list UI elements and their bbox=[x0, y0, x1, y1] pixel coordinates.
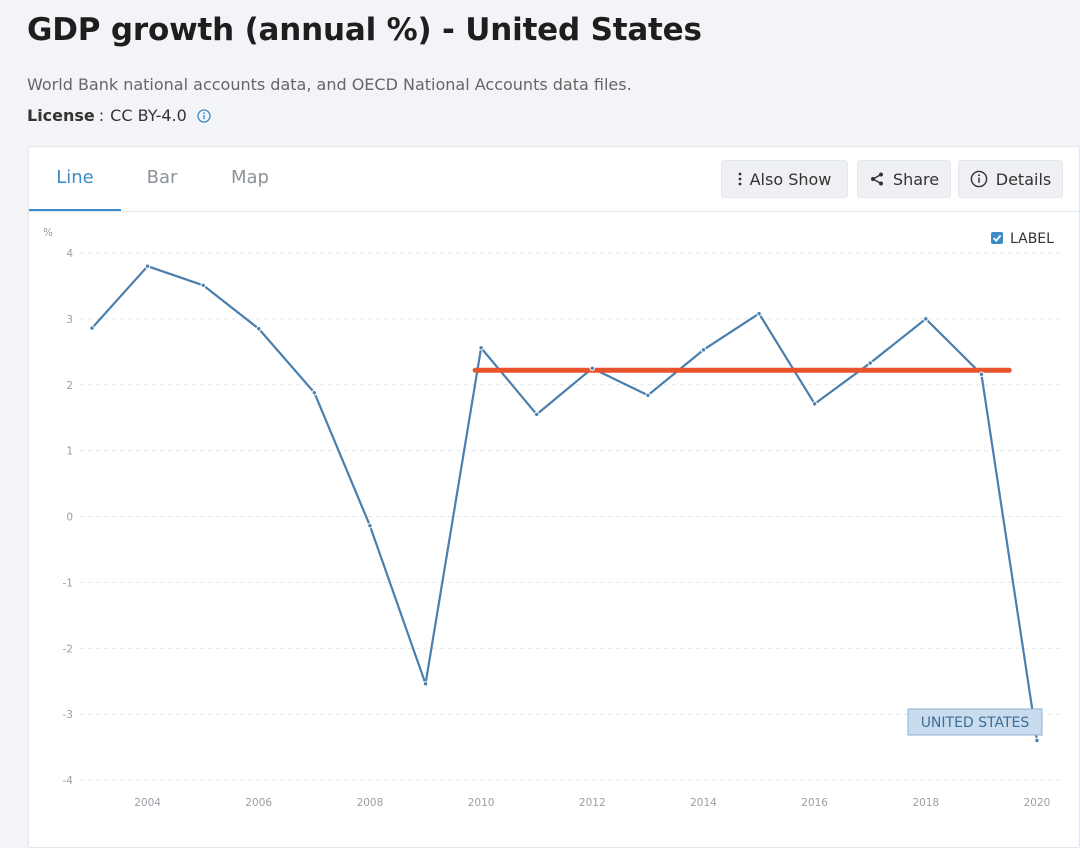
data-point[interactable] bbox=[144, 263, 151, 269]
page-title: GDP growth (annual %) - United States bbox=[27, 12, 702, 48]
details-button[interactable]: Details bbox=[958, 160, 1063, 198]
series-end-label[interactable]: UNITED STATES bbox=[907, 708, 1043, 736]
label-toggle[interactable]: LABEL bbox=[991, 231, 1054, 247]
data-point[interactable] bbox=[1034, 737, 1040, 744]
x-tick-label: 2004 bbox=[134, 797, 161, 809]
tab-bar[interactable]: Bar bbox=[146, 167, 178, 188]
x-tick-label: 2010 bbox=[468, 797, 495, 809]
data-point[interactable] bbox=[200, 282, 206, 288]
data-point[interactable] bbox=[534, 411, 540, 418]
y-axis-unit: % bbox=[43, 227, 53, 239]
license: License : CC BY-4.0 bbox=[27, 106, 211, 125]
data-point[interactable] bbox=[589, 365, 595, 371]
series-line[interactable] bbox=[91, 265, 1039, 741]
data-point[interactable] bbox=[811, 401, 818, 407]
data-point[interactable] bbox=[700, 347, 707, 353]
license-label: License bbox=[27, 106, 95, 125]
x-tick-label: 2020 bbox=[1024, 797, 1051, 809]
details-label: Details bbox=[995, 169, 1052, 189]
data-point[interactable] bbox=[645, 392, 651, 398]
data-point[interactable] bbox=[311, 389, 318, 396]
chart-card: Line Bar Map Also Show Share bbox=[28, 146, 1080, 848]
label-checkbox[interactable] bbox=[991, 232, 1003, 244]
x-tick-label: 2016 bbox=[801, 797, 828, 809]
grid-lines bbox=[80, 252, 1060, 781]
data-point[interactable] bbox=[89, 325, 95, 331]
label-checkbox-text: LABEL bbox=[1010, 231, 1054, 247]
y-tick-label: -1 bbox=[63, 577, 73, 589]
data-point[interactable] bbox=[367, 523, 373, 529]
share-button[interactable]: Share bbox=[857, 160, 951, 198]
y-tick-label: 3 bbox=[66, 314, 73, 326]
data-point[interactable] bbox=[978, 371, 985, 377]
series-label-text: UNITED STATES bbox=[921, 715, 1030, 731]
y-tick-label: 1 bbox=[66, 446, 73, 458]
y-tick-label: 4 bbox=[66, 248, 73, 260]
x-tick-label: 2014 bbox=[690, 797, 717, 809]
tab-map[interactable]: Map bbox=[231, 167, 269, 188]
share-label: Share bbox=[892, 169, 940, 189]
data-points bbox=[89, 263, 1040, 744]
data-point[interactable] bbox=[256, 326, 262, 332]
info-icon[interactable] bbox=[197, 108, 211, 123]
data-point[interactable] bbox=[756, 310, 762, 317]
chart-tabs: Line Bar Map Also Show Share bbox=[29, 147, 1079, 212]
info-circle-icon bbox=[970, 170, 988, 188]
x-tick-label: 2008 bbox=[357, 797, 384, 809]
y-tick-label: -2 bbox=[63, 643, 73, 655]
y-tick-label: -4 bbox=[63, 775, 74, 787]
x-tick-label: 2018 bbox=[912, 797, 939, 809]
series-group bbox=[91, 265, 1039, 741]
data-point[interactable] bbox=[422, 681, 429, 687]
data-point[interactable] bbox=[478, 345, 484, 351]
also-show-button[interactable]: Also Show bbox=[721, 160, 848, 198]
share-icon bbox=[869, 171, 885, 187]
series-label-box bbox=[907, 708, 1043, 736]
y-tick-label: -3 bbox=[63, 709, 73, 721]
data-point[interactable] bbox=[867, 360, 873, 366]
y-axis-ticks: 4 3 2 1 0 -1 -2 -3 -4 bbox=[63, 248, 74, 787]
more-vertical-icon bbox=[738, 172, 742, 186]
checkmark-icon bbox=[992, 234, 1002, 243]
license-separator: : bbox=[98, 106, 105, 125]
x-tick-label: 2006 bbox=[245, 797, 272, 809]
license-value: CC BY-4.0 bbox=[110, 106, 187, 125]
y-tick-label: 2 bbox=[66, 380, 73, 392]
x-axis-ticks: 2004 2006 2008 2010 2012 2014 2016 2018 2020 bbox=[134, 797, 1050, 809]
data-source: World Bank national accounts data, and O… bbox=[27, 75, 632, 94]
also-show-label: Also Show bbox=[749, 169, 832, 189]
x-tick-label: 2012 bbox=[579, 797, 606, 809]
tab-line[interactable]: Line bbox=[29, 147, 121, 211]
y-tick-label: 0 bbox=[66, 512, 73, 524]
data-point[interactable] bbox=[923, 316, 929, 322]
